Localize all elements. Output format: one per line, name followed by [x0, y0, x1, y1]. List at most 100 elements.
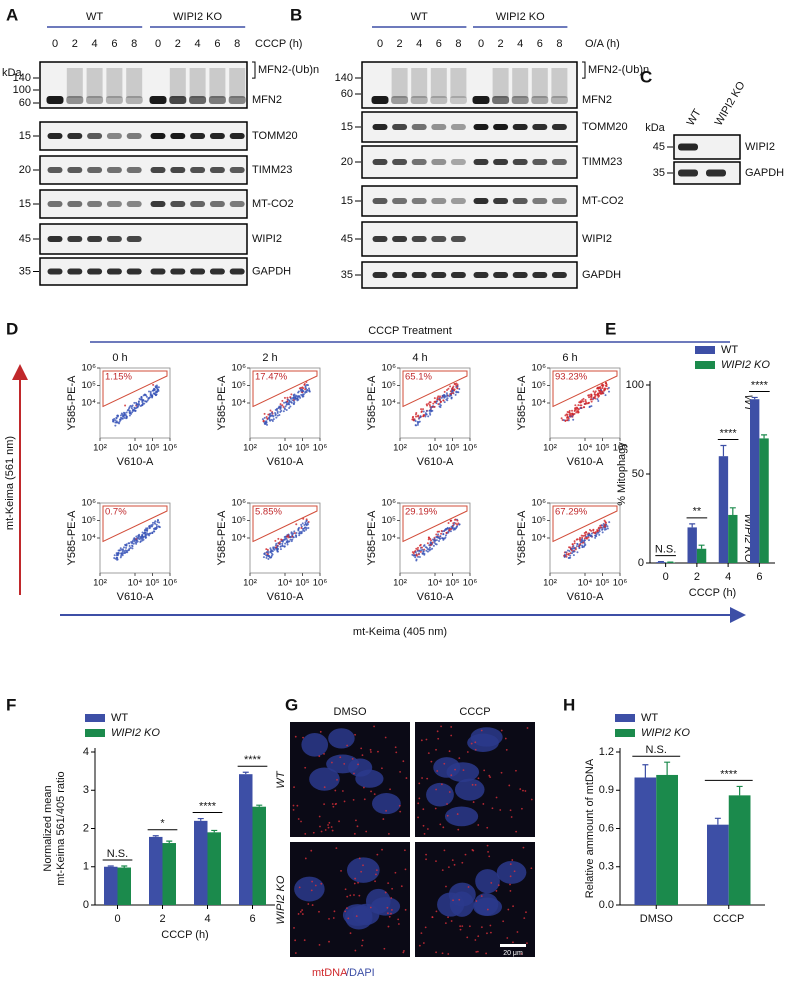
event-dot: [129, 411, 132, 414]
event-dot: [566, 411, 569, 414]
event-dot: [132, 542, 135, 545]
event-dot: [281, 540, 284, 543]
event-dot: [135, 403, 138, 406]
mtdna-dot: [318, 910, 320, 913]
event-dot: [140, 395, 143, 398]
band: [105, 96, 123, 104]
event-dot: [428, 404, 431, 407]
band: [229, 133, 245, 139]
error-bar: [664, 761, 671, 775]
mtdna-dot: [511, 859, 514, 861]
bracket: [582, 61, 586, 79]
band: [431, 236, 447, 242]
lane-label: 4: [517, 38, 523, 50]
mtdna-dot: [354, 877, 357, 880]
event-dot: [412, 419, 415, 422]
event-dot: [263, 416, 266, 419]
mtdna-dot: [323, 786, 326, 789]
event-dot: [305, 528, 308, 531]
event-dot: [433, 541, 436, 544]
event-dot: [158, 521, 161, 524]
ub-label: MFN2-(Ub)n: [258, 64, 319, 76]
band: [678, 143, 698, 151]
y-tick-label: 10⁴: [381, 533, 396, 544]
event-dot: [430, 406, 433, 409]
band: [106, 268, 122, 275]
event-dot: [571, 552, 574, 555]
event-dot: [446, 389, 449, 392]
event-dot: [131, 404, 134, 407]
mtdna-dot: [390, 909, 393, 911]
event-dot: [422, 410, 425, 413]
event-dot: [432, 402, 435, 405]
event-dot: [280, 538, 283, 541]
event-dot: [601, 385, 604, 388]
band: [532, 198, 548, 204]
event-dot: [576, 407, 579, 410]
band: [47, 201, 63, 207]
marker-label: 20: [19, 164, 31, 176]
error-bar: [689, 523, 696, 528]
x-tick-label: 10⁴: [428, 578, 443, 589]
mtdna-dot: [304, 857, 307, 860]
mtdna-dot: [301, 909, 304, 911]
event-dot: [268, 414, 271, 417]
event-dot: [286, 403, 289, 406]
band: [431, 198, 447, 204]
event-dot: [413, 554, 416, 557]
mtdna-dot: [434, 807, 437, 810]
event-dot: [581, 536, 584, 539]
smear: [86, 68, 103, 98]
lane-label: 4: [92, 38, 98, 50]
band: [512, 272, 528, 278]
mtdna-dot: [452, 899, 454, 902]
x-tick-label: 10²: [393, 578, 407, 589]
y-tick-label: 10⁵: [81, 380, 96, 391]
x-tick-label: 10²: [543, 578, 557, 589]
event-dot: [587, 534, 590, 537]
event-dot: [149, 390, 152, 393]
event-dot: [140, 397, 143, 400]
band: [149, 96, 167, 104]
event-dot: [573, 540, 576, 543]
event-dot: [270, 411, 273, 414]
mtdna-dot: [526, 727, 529, 729]
event-dot: [456, 519, 459, 522]
mtdna-dot: [482, 803, 485, 805]
mtdna-dot: [526, 942, 528, 945]
band: [450, 198, 466, 204]
event-dot: [290, 540, 293, 543]
x-tick-label: 10⁵: [295, 578, 310, 589]
event-dot: [290, 531, 293, 534]
event-dot: [137, 534, 140, 537]
panel-label: E: [605, 319, 616, 338]
event-dot: [146, 399, 149, 402]
event-dot: [443, 401, 446, 404]
event-dot: [439, 406, 442, 409]
event-dot: [428, 412, 431, 415]
mtdna-dot: [369, 748, 372, 751]
event-dot: [124, 551, 127, 554]
band: [473, 272, 489, 278]
band: [706, 169, 726, 177]
event-dot: [117, 551, 120, 554]
event-dot: [132, 538, 135, 541]
band: [372, 236, 388, 242]
event-dot: [420, 546, 423, 549]
kda-label: kDa: [2, 67, 22, 79]
band: [150, 201, 166, 207]
band: [392, 198, 408, 204]
event-dot: [289, 396, 292, 399]
x-axis-label: V610-A: [117, 591, 154, 603]
nucleus: [346, 857, 380, 883]
mtdna-dot: [516, 931, 519, 933]
event-dot: [273, 546, 276, 549]
bar: [718, 456, 729, 563]
event-dot: [576, 551, 579, 554]
event-dot: [440, 396, 443, 399]
x-tick-label: 10⁶: [463, 578, 478, 589]
event-dot: [567, 417, 570, 420]
event-dot: [292, 394, 295, 397]
mtdna-dot: [388, 832, 390, 835]
mtdna-dot: [343, 800, 346, 803]
